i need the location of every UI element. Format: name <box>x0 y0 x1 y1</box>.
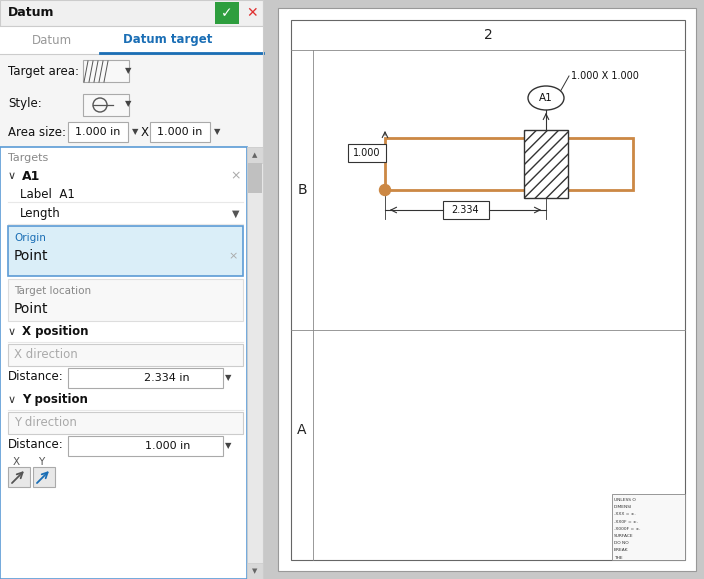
Text: 1.000: 1.000 <box>353 148 381 158</box>
Text: 2: 2 <box>484 28 492 42</box>
Text: Target area:: Target area: <box>8 65 79 79</box>
Text: X position: X position <box>22 325 89 339</box>
Bar <box>150 122 210 142</box>
Text: .XXX = ±.: .XXX = ±. <box>614 512 636 516</box>
Text: ▼: ▼ <box>214 127 220 137</box>
Text: ▼: ▼ <box>132 127 139 137</box>
Text: Distance:: Distance: <box>8 369 64 383</box>
Text: Distance:: Distance: <box>8 438 64 450</box>
Bar <box>247 147 263 579</box>
Bar <box>443 201 489 219</box>
Text: 1.000 X 1.000: 1.000 X 1.000 <box>571 71 639 81</box>
Text: Y: Y <box>38 457 44 467</box>
Text: ×: × <box>228 251 238 261</box>
Text: ✓: ✓ <box>221 6 233 20</box>
Bar <box>8 226 243 276</box>
Text: ▼: ▼ <box>125 67 132 75</box>
Text: BREAK: BREAK <box>614 548 629 552</box>
Circle shape <box>379 185 391 196</box>
Text: Targets: Targets <box>8 153 49 163</box>
Text: Style:: Style: <box>8 97 42 111</box>
Text: .X000F = ±.: .X000F = ±. <box>614 527 641 531</box>
Bar <box>68 122 128 142</box>
Bar <box>612 494 685 560</box>
Text: Point: Point <box>14 249 49 263</box>
Bar <box>83 94 129 116</box>
Text: ✕: ✕ <box>246 6 258 20</box>
Text: .XX0F = ±.: .XX0F = ±. <box>614 519 638 523</box>
Text: ▼: ▼ <box>225 442 231 450</box>
Text: ▼: ▼ <box>225 373 231 383</box>
Bar <box>348 144 386 162</box>
Text: ▼: ▼ <box>232 209 240 219</box>
Bar <box>291 20 685 560</box>
Bar <box>0 119 263 147</box>
Bar <box>0 55 263 89</box>
Text: UNLESS O: UNLESS O <box>614 498 636 502</box>
Text: 1.000 in: 1.000 in <box>157 127 203 137</box>
Bar <box>68 436 223 456</box>
Bar <box>385 138 633 190</box>
Text: X: X <box>13 457 20 467</box>
Text: Label  A1: Label A1 <box>20 188 75 200</box>
Bar <box>8 467 30 487</box>
Text: Origin: Origin <box>14 233 46 243</box>
Bar <box>8 279 243 321</box>
Ellipse shape <box>528 86 564 110</box>
Text: A: A <box>297 423 307 437</box>
Text: THE: THE <box>614 556 622 559</box>
Bar <box>68 368 223 388</box>
Text: 1.000 in: 1.000 in <box>75 127 120 137</box>
Text: ∨: ∨ <box>8 327 16 337</box>
Bar <box>0 0 263 579</box>
Text: X direction: X direction <box>14 349 77 361</box>
Text: Y position: Y position <box>22 394 88 406</box>
Bar <box>247 147 263 163</box>
Bar <box>0 89 263 119</box>
Bar <box>33 467 55 487</box>
Text: A1: A1 <box>539 93 553 103</box>
Text: 2.334: 2.334 <box>452 205 479 215</box>
Text: Datum: Datum <box>32 34 72 46</box>
Bar <box>385 138 633 190</box>
Text: Target location: Target location <box>14 286 91 296</box>
Text: Point: Point <box>14 302 49 316</box>
Text: DO NO: DO NO <box>614 541 629 545</box>
Bar <box>278 8 696 571</box>
Text: Datum: Datum <box>8 6 54 20</box>
Text: A1: A1 <box>22 170 40 182</box>
Text: B: B <box>297 183 307 197</box>
Text: 2.334 in: 2.334 in <box>144 373 190 383</box>
Bar <box>0 147 247 579</box>
Text: Length: Length <box>20 207 61 221</box>
Text: SURFACE: SURFACE <box>614 534 634 538</box>
Bar <box>8 412 243 434</box>
Bar <box>0 26 263 54</box>
Text: ▼: ▼ <box>252 568 258 574</box>
Text: ▲: ▲ <box>252 152 258 158</box>
Text: DIMENSI: DIMENSI <box>614 505 632 509</box>
Text: Y direction: Y direction <box>14 416 77 430</box>
Text: X: X <box>141 126 149 138</box>
Text: ▼: ▼ <box>125 100 132 108</box>
Bar <box>8 344 243 366</box>
Bar <box>247 563 263 579</box>
Text: ∨: ∨ <box>8 171 16 181</box>
Text: Datum target: Datum target <box>123 34 213 46</box>
Text: Area size:: Area size: <box>8 126 66 140</box>
Text: ∨: ∨ <box>8 395 16 405</box>
Bar <box>248 163 262 193</box>
Bar <box>263 0 704 579</box>
Text: 1.000 in: 1.000 in <box>144 441 190 451</box>
Bar <box>524 130 568 198</box>
Bar <box>215 2 239 24</box>
Text: ×: × <box>231 170 241 182</box>
Bar <box>0 0 263 26</box>
Bar <box>83 60 129 82</box>
